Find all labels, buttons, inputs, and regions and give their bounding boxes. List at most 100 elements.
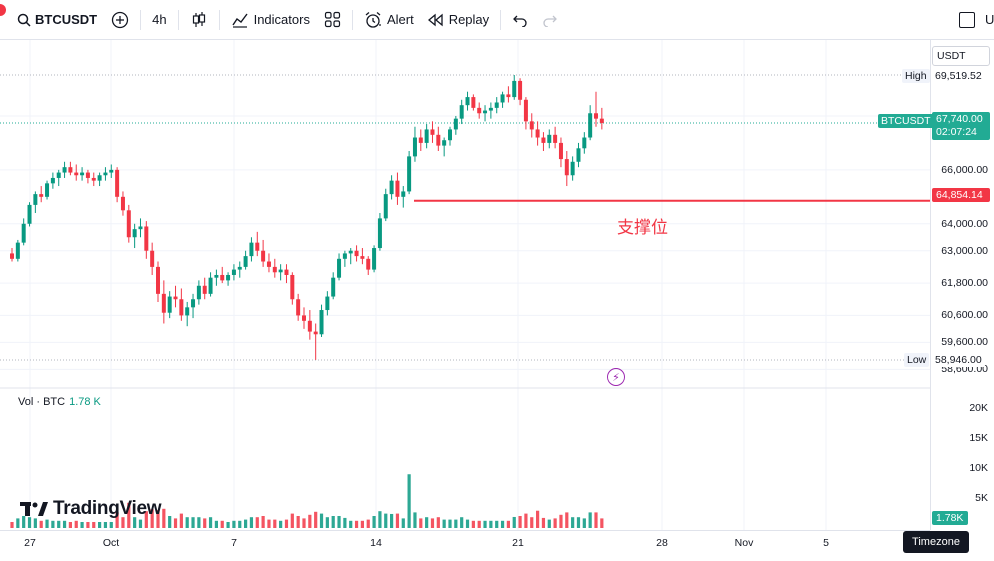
candle-body (15, 242, 20, 259)
volume-bar (559, 514, 563, 528)
undo-button[interactable] (505, 5, 535, 35)
time-axis-label: 21 (512, 537, 524, 549)
candle-body (74, 172, 79, 176)
price-scale-label: 60,600.00 (941, 309, 988, 322)
candle-body (126, 210, 131, 238)
candle-body (144, 226, 149, 251)
chart-type-button[interactable] (183, 5, 215, 35)
interval-button[interactable]: 4h (145, 5, 173, 35)
volume-bar (162, 508, 166, 528)
lightning-icon[interactable]: ⚡ (607, 368, 625, 386)
candle-body (360, 256, 365, 259)
candle-body (179, 299, 184, 316)
support-annotation[interactable]: 支撑位 (617, 218, 668, 238)
volume-bar (378, 511, 382, 528)
support-price-tag: 64,854.14 (932, 188, 990, 202)
candle-body (296, 299, 301, 316)
candle-body (331, 277, 336, 297)
candle-body (33, 194, 38, 205)
indicators-button[interactable]: Indicators (224, 5, 317, 35)
candle-body (477, 107, 482, 114)
time-axis-label: 28 (656, 537, 668, 549)
volume-bar (524, 513, 528, 528)
redo-button[interactable] (535, 5, 565, 35)
candle-body (138, 226, 143, 230)
high-value: 69,519.52 (932, 69, 985, 83)
compare-symbol-button[interactable] (104, 5, 136, 35)
volume-bar (109, 522, 113, 528)
candle-body (541, 137, 546, 143)
volume-bar (261, 516, 265, 528)
volume-bar (238, 520, 242, 528)
candle-body (500, 94, 505, 103)
candle-body (588, 113, 593, 138)
candle-body (27, 204, 32, 224)
candle-body (196, 285, 201, 300)
indicators-icon (231, 13, 248, 28)
volume-bar (185, 517, 189, 528)
candle-body (284, 269, 289, 275)
volume-bar (273, 519, 277, 528)
alert-button[interactable]: Alert (357, 5, 421, 35)
volume-bar (512, 516, 516, 528)
redo-icon (543, 15, 558, 27)
account-label[interactable]: U (985, 12, 994, 27)
volume-bar (191, 517, 195, 528)
candle-body (220, 274, 225, 281)
volume-bar (407, 474, 411, 528)
candle-body (185, 307, 190, 316)
candle-body (389, 180, 394, 195)
volume-bar (384, 513, 388, 528)
price-scale-label: 61,800.00 (941, 277, 988, 290)
volume-bar (454, 519, 458, 528)
timezone-button[interactable]: Timezone (903, 531, 969, 553)
layouts-button[interactable] (317, 5, 348, 35)
volume-bar (401, 518, 405, 528)
candle-body (488, 107, 493, 111)
volume-bar (530, 517, 534, 528)
volume-bar (366, 519, 370, 528)
candle-body (366, 258, 371, 270)
symbol-search-button[interactable]: BTCUSDT (10, 5, 104, 35)
candle-body (132, 229, 137, 238)
volume-bar (541, 517, 546, 528)
candle-body (39, 194, 44, 197)
volume-bar (74, 520, 78, 528)
low-value: 58,946.00 (932, 353, 985, 367)
candle-body (395, 180, 400, 197)
candle-body (319, 310, 324, 335)
candle-body (91, 177, 96, 181)
volume-legend-value: 1.78 K (69, 396, 101, 408)
volume-bar (244, 519, 248, 528)
volume-bar (22, 516, 26, 528)
volume-bar (465, 519, 470, 528)
volume-bar (506, 520, 510, 528)
candle-body (453, 118, 458, 130)
currency-selector[interactable]: USDT (932, 46, 990, 66)
candle-body (272, 266, 277, 273)
candle-body (459, 105, 464, 119)
price-chart[interactable] (0, 40, 930, 530)
candle-body (436, 134, 441, 146)
volume-legend[interactable]: Vol · BTC 1.78 K (18, 396, 101, 408)
watermark-text: TradingView (53, 498, 162, 519)
time-axis-label: 5 (823, 537, 829, 549)
candle-body (290, 274, 295, 300)
time-axis[interactable]: 27 Oct 7 14 21 28 Nov 5 (0, 530, 930, 561)
candle-body (109, 169, 114, 173)
volume-bar (62, 520, 67, 528)
rewind-icon (427, 13, 443, 26)
volume-bar (302, 518, 306, 528)
candle-body (97, 175, 102, 181)
top-toolbar: BTCUSDT 4h Indicators Alert Replay U (0, 0, 994, 40)
volume-bar (331, 516, 335, 528)
candle-body (576, 148, 581, 162)
fullscreen-button[interactable] (959, 12, 975, 28)
candle-body (115, 169, 120, 197)
candle-body (191, 299, 196, 308)
volume-bar (284, 519, 289, 528)
candle-body (202, 285, 207, 294)
volume-bar (565, 512, 569, 528)
replay-button[interactable]: Replay (421, 5, 496, 35)
price-scale-label: 66,000.00 (941, 163, 988, 176)
